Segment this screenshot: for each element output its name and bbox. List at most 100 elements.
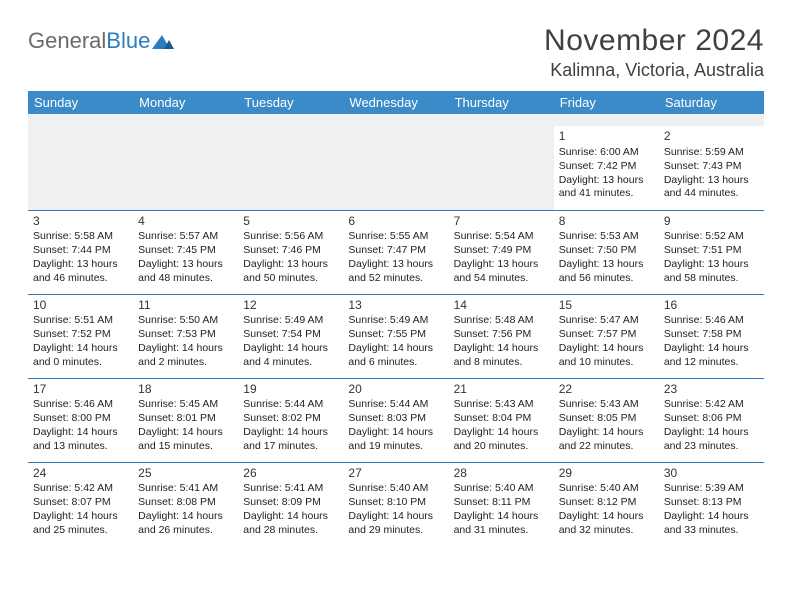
daylight-text: Daylight: 13 hours and 54 minutes. (454, 258, 549, 286)
sunrise-text: Sunrise: 5:43 AM (559, 398, 654, 412)
day-number: 24 (33, 466, 128, 482)
sunrise-text: Sunrise: 5:40 AM (559, 482, 654, 496)
day-cell: 15Sunrise: 5:47 AMSunset: 7:57 PMDayligh… (554, 294, 659, 378)
daylight-text: Daylight: 14 hours and 15 minutes. (138, 426, 233, 454)
sunset-text: Sunset: 7:58 PM (664, 328, 759, 342)
sunset-text: Sunset: 8:05 PM (559, 412, 654, 426)
day-number: 2 (664, 129, 759, 145)
sunrise-text: Sunrise: 5:47 AM (559, 314, 654, 328)
day-cell: 6Sunrise: 5:55 AMSunset: 7:47 PMDaylight… (343, 210, 448, 294)
sunset-text: Sunset: 7:50 PM (559, 244, 654, 258)
day-cell: 28Sunrise: 5:40 AMSunset: 8:11 PMDayligh… (449, 462, 554, 546)
weekday-header: Thursday (449, 91, 554, 114)
sunrise-text: Sunrise: 5:42 AM (664, 398, 759, 412)
sunset-text: Sunset: 8:03 PM (348, 412, 443, 426)
sunrise-text: Sunrise: 5:51 AM (33, 314, 128, 328)
day-number: 9 (664, 214, 759, 230)
sunrise-text: Sunrise: 5:49 AM (243, 314, 338, 328)
daylight-text: Daylight: 13 hours and 41 minutes. (559, 174, 654, 202)
day-cell: 27Sunrise: 5:40 AMSunset: 8:10 PMDayligh… (343, 462, 448, 546)
logo-triangle-icon (152, 33, 174, 49)
day-cell: 22Sunrise: 5:43 AMSunset: 8:05 PMDayligh… (554, 378, 659, 462)
daylight-text: Daylight: 14 hours and 13 minutes. (33, 426, 128, 454)
calendar-row: 10Sunrise: 5:51 AMSunset: 7:52 PM Dayligh… (28, 294, 764, 378)
day-number: 23 (664, 382, 759, 398)
day-number: 17 (33, 382, 128, 398)
daylight-text: Daylight: 14 hours and 25 minutes. (33, 510, 128, 538)
day-number: 5 (243, 214, 338, 230)
sunset-text: Sunset: 8:00 PM (33, 412, 128, 426)
daylight-text: Daylight: 13 hours and 48 minutes. (138, 258, 233, 286)
day-number: 11 (138, 298, 233, 314)
day-cell: 29Sunrise: 5:40 AMSunset: 8:12 PMDayligh… (554, 462, 659, 546)
day-cell: 24Sunrise: 5:42 AMSunset: 8:07 PMDayligh… (28, 462, 133, 546)
sunrise-text: Sunrise: 5:43 AM (454, 398, 549, 412)
sunrise-text: Sunrise: 5:46 AM (664, 314, 759, 328)
sunrise-text: Sunrise: 5:58 AM (33, 230, 128, 244)
sunrise-text: Sunrise: 5:42 AM (33, 482, 128, 496)
day-number: 19 (243, 382, 338, 398)
day-number: 1 (559, 129, 654, 145)
daylight-text: Daylight: 13 hours and 56 minutes. (559, 258, 654, 286)
sunrise-text: Sunrise: 5:54 AM (454, 230, 549, 244)
sunrise-text: Sunrise: 5:53 AM (559, 230, 654, 244)
day-cell: 23Sunrise: 5:42 AMSunset: 8:06 PMDayligh… (659, 378, 764, 462)
daylight-text: Daylight: 14 hours and 12 minutes. (664, 342, 759, 370)
day-number: 13 (348, 298, 443, 314)
daylight-text: Daylight: 14 hours and 26 minutes. (138, 510, 233, 538)
sunset-text: Sunset: 7:54 PM (243, 328, 338, 342)
calendar-row: 3Sunrise: 5:58 AMSunset: 7:44 PMDaylight… (28, 210, 764, 294)
day-cell: 8Sunrise: 5:53 AMSunset: 7:50 PMDaylight… (554, 210, 659, 294)
calendar-table: Sunday Monday Tuesday Wednesday Thursday… (28, 91, 764, 546)
weekday-header: Wednesday (343, 91, 448, 114)
sunrise-text: Sunrise: 5:40 AM (348, 482, 443, 496)
day-cell: 30Sunrise: 5:39 AMSunset: 8:13 PMDayligh… (659, 462, 764, 546)
day-cell: 17Sunrise: 5:46 AMSunset: 8:00 PMDayligh… (28, 378, 133, 462)
day-cell: 13Sunrise: 5:49 AMSunset: 7:55 PMDayligh… (343, 294, 448, 378)
sunrise-text: Sunrise: 5:44 AM (348, 398, 443, 412)
sunrise-text: Sunrise: 5:41 AM (243, 482, 338, 496)
day-number: 12 (243, 298, 338, 314)
sunset-text: Sunset: 7:52 PM (33, 328, 128, 342)
day-cell: 3Sunrise: 5:58 AMSunset: 7:44 PMDaylight… (28, 210, 133, 294)
sunset-text: Sunset: 8:12 PM (559, 496, 654, 510)
logo-text-blue: Blue (106, 28, 150, 54)
sunset-text: Sunset: 7:43 PM (664, 160, 759, 174)
sunset-text: Sunset: 7:51 PM (664, 244, 759, 258)
day-number: 30 (664, 466, 759, 482)
day-number: 25 (138, 466, 233, 482)
day-cell: 10Sunrise: 5:51 AMSunset: 7:52 PMDayligh… (28, 294, 133, 378)
day-number: 29 (559, 466, 654, 482)
daylight-text: Daylight: 13 hours and 50 minutes. (243, 258, 338, 286)
daylight-text: Daylight: 14 hours and 8 minutes. (454, 342, 549, 370)
day-number: 22 (559, 382, 654, 398)
daylight-text: Daylight: 13 hours and 46 minutes. (33, 258, 128, 286)
sunset-text: Sunset: 7:42 PM (559, 160, 654, 174)
day-cell: 21Sunrise: 5:43 AMSunset: 8:04 PMDayligh… (449, 378, 554, 462)
day-number: 8 (559, 214, 654, 230)
sunset-text: Sunset: 8:02 PM (243, 412, 338, 426)
sunset-text: Sunset: 7:55 PM (348, 328, 443, 342)
daylight-text: Daylight: 13 hours and 52 minutes. (348, 258, 443, 286)
sunrise-text: Sunrise: 5:48 AM (454, 314, 549, 328)
sunrise-text: Sunrise: 6:00 AM (559, 146, 654, 160)
day-number: 10 (33, 298, 128, 314)
weekday-header-row: Sunday Monday Tuesday Wednesday Thursday… (28, 91, 764, 114)
daylight-text: Daylight: 14 hours and 10 minutes. (559, 342, 654, 370)
day-number: 27 (348, 466, 443, 482)
day-cell: 18Sunrise: 5:45 AMSunset: 8:01 PMDayligh… (133, 378, 238, 462)
daylight-text: Daylight: 14 hours and 29 minutes. (348, 510, 443, 538)
day-cell (28, 126, 133, 210)
sunset-text: Sunset: 7:56 PM (454, 328, 549, 342)
sunrise-text: Sunrise: 5:41 AM (138, 482, 233, 496)
day-cell: 26Sunrise: 5:41 AMSunset: 8:09 PMDayligh… (238, 462, 343, 546)
location: Kalimna, Victoria, Australia (544, 60, 764, 81)
sunset-text: Sunset: 8:13 PM (664, 496, 759, 510)
day-cell: 25Sunrise: 5:41 AMSunset: 8:08 PMDayligh… (133, 462, 238, 546)
sunset-text: Sunset: 8:06 PM (664, 412, 759, 426)
sunset-text: Sunset: 7:47 PM (348, 244, 443, 258)
sunset-text: Sunset: 8:08 PM (138, 496, 233, 510)
sunrise-text: Sunrise: 5:52 AM (664, 230, 759, 244)
daylight-text: Daylight: 14 hours and 6 minutes. (348, 342, 443, 370)
weekday-header: Tuesday (238, 91, 343, 114)
